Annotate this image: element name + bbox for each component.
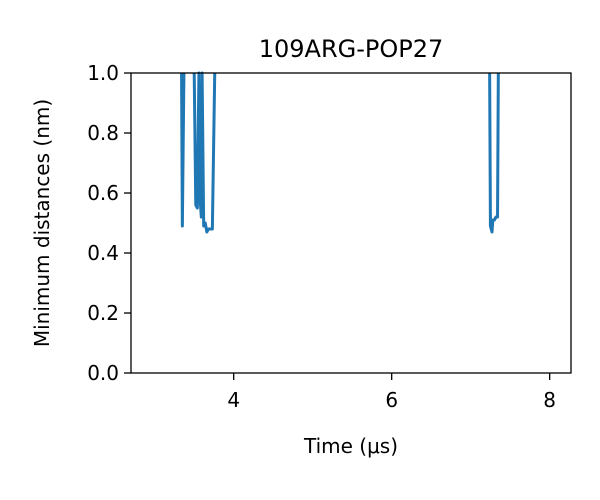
y-tick-label: 0.8 <box>87 121 119 145</box>
series-line-segment-2 <box>192 71 217 234</box>
x-tick-label: 6 <box>385 388 398 412</box>
plot-area <box>180 71 500 234</box>
y-tick-label: 1.0 <box>87 61 119 85</box>
x-tick-label: 8 <box>543 388 556 412</box>
x-axis-label: Time (μs) <box>303 434 398 458</box>
y-tick-label: 0.4 <box>87 241 119 265</box>
y-tick-label: 0.0 <box>87 361 119 385</box>
x-tick-label: 4 <box>227 388 240 412</box>
plot-frame <box>130 72 572 374</box>
y-axis: 0.0 0.2 0.4 0.6 0.8 1.0 <box>87 61 131 385</box>
y-tick-label: 0.2 <box>87 301 119 325</box>
y-tick-label: 0.6 <box>87 181 119 205</box>
series-line-segment-3 <box>488 72 500 234</box>
series-line-segment-1 <box>180 72 186 228</box>
chart-title: 109ARG-POP27 <box>259 35 444 63</box>
y-axis-label: Minimum distances (nm) <box>30 99 54 347</box>
x-axis: 4 6 8 <box>227 373 556 412</box>
